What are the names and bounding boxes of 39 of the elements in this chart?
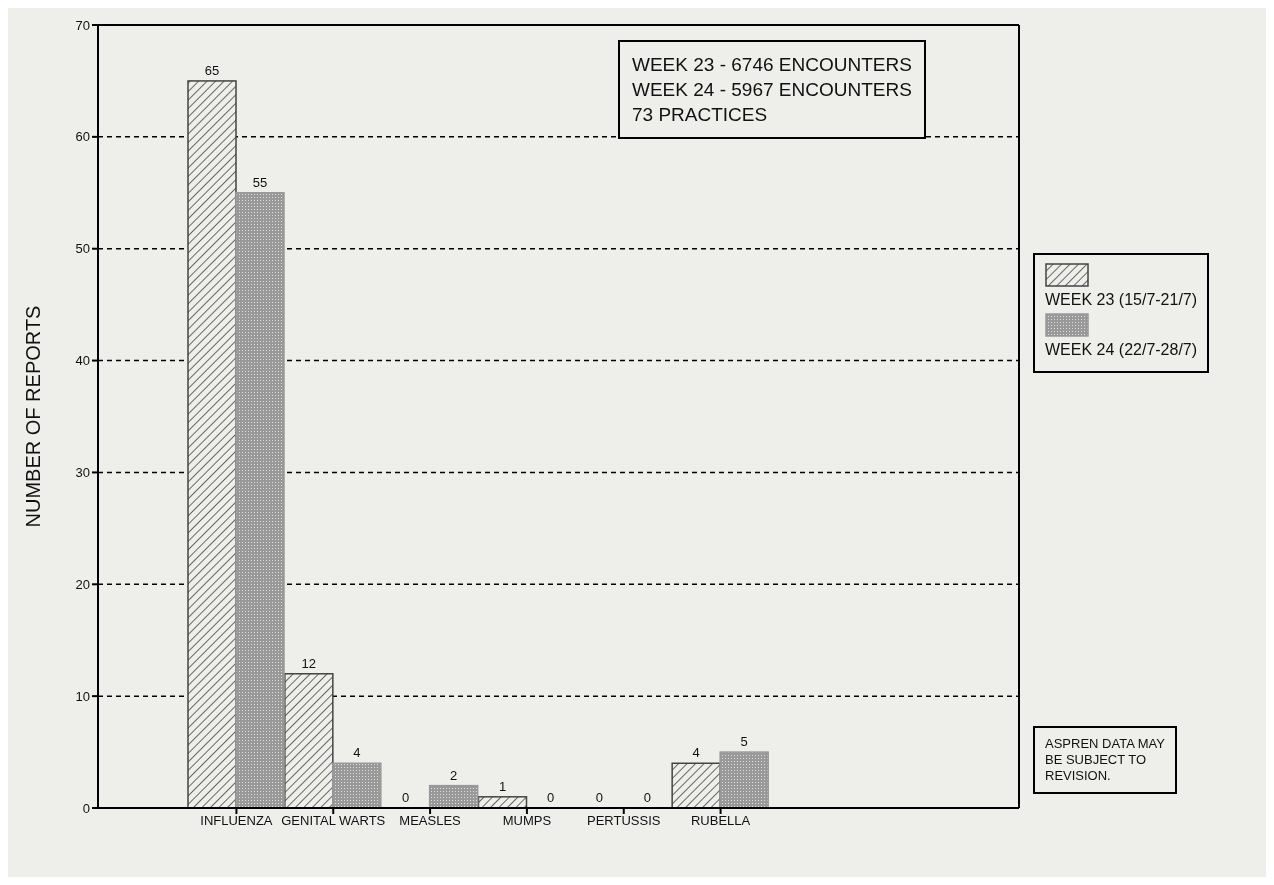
data-label: 0 xyxy=(546,790,555,805)
bar xyxy=(284,673,334,808)
info-box: WEEK 23 - 6746 ENCOUNTERS WEEK 24 - 5967 ENCOUNTERS 73 PRACTICES xyxy=(618,40,926,139)
legend-label: WEEK 23 (15/7-21/7) xyxy=(1045,291,1198,309)
data-label: 0 xyxy=(643,790,651,805)
data-label: 12 xyxy=(301,655,317,671)
data-label: 5 xyxy=(740,734,748,750)
data-label: 0 xyxy=(595,790,603,805)
data-label: 1 xyxy=(498,778,507,794)
data-label: 2 xyxy=(450,767,458,783)
y-tick-label: 30 xyxy=(75,465,90,481)
y-tick-label: 50 xyxy=(75,241,90,257)
data-label: 0 xyxy=(402,790,410,805)
x-tick-label: MEASLES xyxy=(399,813,462,829)
x-tick-label: INFLUENZA xyxy=(200,813,273,829)
data-label: 4 xyxy=(692,745,700,761)
x-tick-label: MUMPS xyxy=(502,813,552,829)
y-tick-label: 10 xyxy=(75,688,90,704)
bar xyxy=(719,751,769,808)
bar xyxy=(477,796,528,808)
x-tick-label: PERTUSSIS xyxy=(587,813,661,829)
data-label: 4 xyxy=(353,745,361,761)
bar xyxy=(187,80,237,808)
bar xyxy=(235,192,285,808)
y-tick-label: 40 xyxy=(75,353,90,369)
data-label: 65 xyxy=(204,62,220,78)
y-tick-label: 20 xyxy=(75,576,90,592)
bar xyxy=(428,784,479,808)
x-tick-label: GENITAL WARTS xyxy=(281,813,386,829)
bar xyxy=(332,762,382,808)
note-box: ASPREN DATA MAY BE SUBJECT TO REVISION. xyxy=(1033,726,1177,794)
legend-label: WEEK 24 (22/7-28/7) xyxy=(1045,341,1198,359)
x-tick-label: RUBELLA xyxy=(690,813,751,829)
bar xyxy=(671,762,721,808)
data-label: 55 xyxy=(252,174,268,190)
y-tick-label: 60 xyxy=(75,129,90,145)
y-tick-label: 70 xyxy=(75,17,90,33)
y-tick-label: 0 xyxy=(82,800,90,816)
y-axis-title: NUMBER OF REPORTS xyxy=(22,305,45,528)
